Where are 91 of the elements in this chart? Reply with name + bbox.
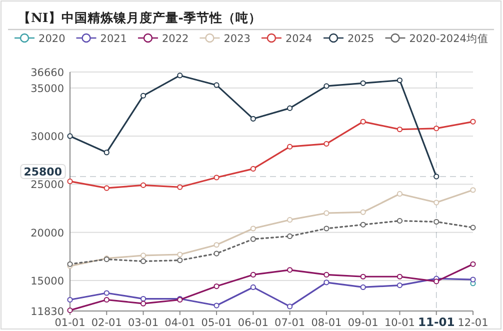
- point: [250, 236, 256, 242]
- x-tick-label: 02-01: [91, 317, 122, 329]
- point: [360, 222, 366, 228]
- point: [250, 226, 256, 232]
- ref-line-label: 25800: [24, 166, 62, 179]
- point: [434, 174, 440, 180]
- legend-label: 2021: [100, 33, 127, 45]
- point: [140, 92, 146, 98]
- point: [470, 118, 476, 124]
- x-tick-label: 01-01: [54, 317, 86, 329]
- point: [396, 191, 403, 197]
- point: [287, 304, 293, 310]
- point: [287, 105, 293, 111]
- point: [214, 283, 220, 290]
- point: [214, 302, 220, 308]
- point: [434, 126, 440, 132]
- chart-title: 【NI】中国精炼镍月度产量-季节性（吨）: [18, 10, 262, 25]
- point: [214, 174, 220, 180]
- legend-label: 2025: [348, 33, 374, 45]
- point: [396, 126, 403, 132]
- point: [67, 296, 73, 303]
- point: [324, 226, 330, 232]
- x-tick-label: 10-01: [384, 317, 415, 329]
- point: [250, 272, 256, 278]
- y-tick-label: 15000: [30, 275, 64, 288]
- y-tick-label: 20000: [30, 227, 64, 240]
- point: [104, 290, 110, 296]
- y-tick-label: 35000: [30, 82, 64, 95]
- point: [250, 116, 256, 122]
- legend-label: 2024: [285, 33, 313, 45]
- x-tick-label: 04-01: [164, 317, 196, 329]
- x-tick-label: 11-01: [418, 315, 455, 329]
- point: [214, 242, 220, 248]
- point: [67, 178, 73, 184]
- point: [324, 83, 330, 89]
- x-tick-label: 07-01: [274, 317, 306, 329]
- point: [324, 210, 330, 216]
- point: [470, 261, 476, 267]
- y-tick-label: 11830: [30, 306, 64, 318]
- point: [434, 278, 440, 284]
- point: [360, 80, 366, 86]
- point: [104, 296, 110, 303]
- point: [287, 267, 293, 273]
- y-tick-label: 30000: [30, 131, 64, 144]
- x-tick-label: 03-01: [128, 317, 159, 329]
- point: [140, 300, 146, 306]
- point: [470, 187, 476, 193]
- point: [324, 280, 330, 286]
- point: [177, 72, 183, 78]
- y-tick-label: 36660: [30, 67, 64, 79]
- point: [396, 282, 403, 288]
- x-tick-label: 05-01: [201, 317, 232, 329]
- point: [396, 218, 403, 224]
- point: [177, 257, 183, 264]
- point: [287, 217, 293, 223]
- point: [434, 218, 440, 225]
- point: [250, 284, 256, 290]
- x-tick-label: 09-01: [348, 317, 378, 329]
- point: [396, 274, 403, 280]
- point: [287, 144, 293, 150]
- point: [360, 274, 366, 280]
- point: [214, 250, 220, 256]
- legend-label: 2020-2024均值: [409, 33, 488, 45]
- point: [67, 133, 73, 139]
- y-tick-label: 25000: [30, 179, 64, 192]
- point: [470, 276, 476, 282]
- point: [470, 224, 476, 230]
- point: [104, 150, 110, 156]
- point: [140, 258, 146, 264]
- point: [140, 296, 146, 302]
- point: [104, 185, 110, 191]
- point: [140, 182, 146, 188]
- x-tick-label: 12-01: [458, 317, 488, 329]
- point: [324, 141, 330, 147]
- point: [250, 166, 256, 172]
- point: [177, 252, 183, 258]
- point: [214, 82, 220, 88]
- legend-label: 2023: [224, 33, 250, 45]
- point: [287, 233, 293, 240]
- point: [324, 272, 330, 278]
- point: [360, 118, 366, 124]
- x-tick-label: 06-01: [238, 317, 268, 329]
- point: [434, 200, 440, 206]
- point: [360, 209, 366, 215]
- legend-label: 2020: [38, 33, 66, 45]
- point: [396, 77, 403, 84]
- legend-label: 2022: [162, 33, 189, 45]
- point: [360, 284, 366, 290]
- point: [140, 252, 146, 258]
- x-tick-label: 08-01: [311, 317, 342, 329]
- point: [177, 184, 183, 190]
